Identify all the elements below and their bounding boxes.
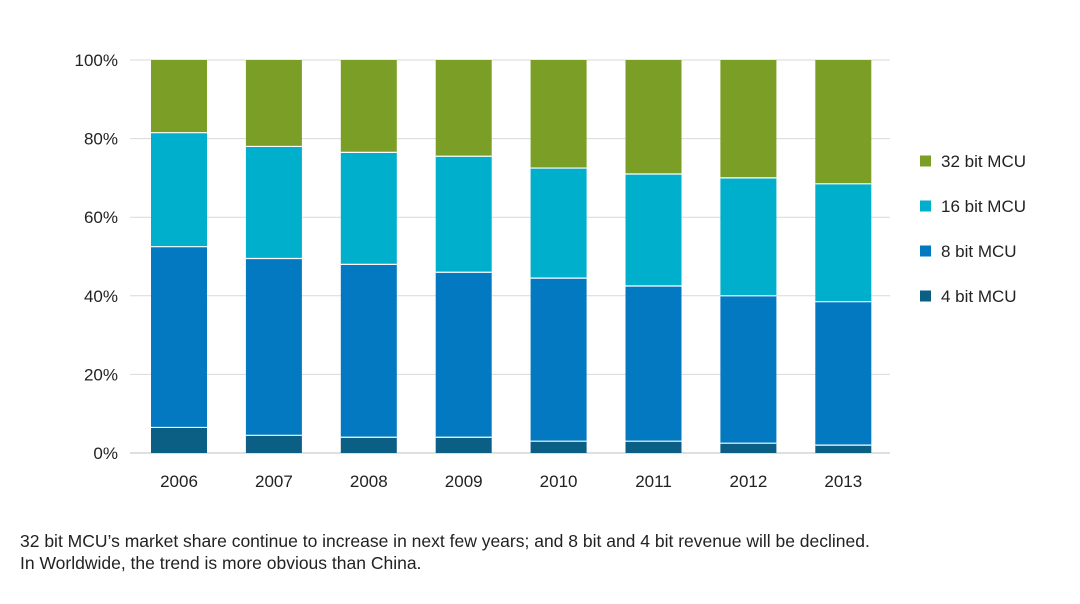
bar-segment-32-bit-mcu-2008 bbox=[340, 60, 397, 153]
bar-segment-16-bit-mcu-2008 bbox=[340, 152, 397, 265]
bar-segment-16-bit-mcu-2006 bbox=[151, 132, 207, 247]
legend-swatch bbox=[920, 290, 931, 302]
x-tick-label: 2008 bbox=[350, 472, 388, 491]
bar-segment-32-bit-mcu-2006 bbox=[151, 60, 207, 133]
legend-label: 16 bit MCU bbox=[941, 197, 1026, 216]
legend-swatch bbox=[920, 245, 931, 257]
y-tick-label: 80% bbox=[84, 130, 118, 149]
bar-segment-8-bit-mcu-2012 bbox=[720, 295, 777, 444]
bar-segment-16-bit-mcu-2012 bbox=[720, 177, 777, 296]
bar-segment-8-bit-mcu-2011 bbox=[625, 285, 682, 442]
y-tick-label: 40% bbox=[84, 287, 118, 306]
y-axis-tick-labels: 0% 20% 40% 60% 80% 100% bbox=[75, 51, 118, 463]
y-tick-label: 60% bbox=[84, 208, 118, 227]
bar-segment-32-bit-mcu-2011 bbox=[625, 60, 682, 174]
bar-segment-4-bit-mcu-2007 bbox=[245, 435, 302, 453]
bar-segment-16-bit-mcu-2010 bbox=[530, 168, 587, 279]
bar-segment-8-bit-mcu-2006 bbox=[151, 246, 207, 428]
stacked-bar-chart: 0%20%40%60%80%100% 2006 2007 2008 2009 2010 2… bbox=[75, 51, 1027, 491]
bar-segment-4-bit-mcu-2008 bbox=[340, 437, 397, 453]
bar-segment-32-bit-mcu-2010 bbox=[530, 60, 587, 169]
bar-segment-4-bit-mcu-2012 bbox=[720, 443, 777, 453]
bar-segment-16-bit-mcu-2007 bbox=[245, 146, 302, 259]
x-tick-label: 2013 bbox=[824, 472, 862, 491]
bar-segment-8-bit-mcu-2010 bbox=[530, 278, 587, 442]
x-tick-label: 2007 bbox=[255, 472, 293, 491]
caption-line-1: 32 bit MCU’s market share continue to in… bbox=[20, 531, 870, 551]
bar-segment-8-bit-mcu-2013 bbox=[815, 301, 872, 446]
bar-segment-4-bit-mcu-2010 bbox=[530, 441, 587, 453]
caption-line-2: In Worldwide, the trend is more obvious … bbox=[20, 553, 422, 573]
x-tick-label: 2006 bbox=[160, 472, 198, 491]
bar-segment-4-bit-mcu-2006 bbox=[151, 427, 207, 453]
y-tick-label: 0% bbox=[93, 444, 118, 463]
bar-segment-32-bit-mcu-2012 bbox=[720, 60, 777, 178]
bar-segment-4-bit-mcu-2009 bbox=[435, 437, 492, 453]
x-tick-label: 2009 bbox=[445, 472, 483, 491]
legend-label: 8 bit MCU bbox=[941, 242, 1017, 261]
bar-segment-8-bit-mcu-2009 bbox=[435, 272, 492, 438]
legend-swatch bbox=[920, 200, 931, 212]
bar-segment-32-bit-mcu-2009 bbox=[435, 60, 492, 157]
x-tick-label: 2010 bbox=[540, 472, 578, 491]
y-tick-label: 20% bbox=[84, 365, 118, 384]
bar-segment-4-bit-mcu-2011 bbox=[625, 441, 682, 453]
bars bbox=[151, 60, 872, 453]
chart-caption: 32 bit MCU’s market share continue to in… bbox=[20, 530, 1060, 574]
bar-segment-8-bit-mcu-2007 bbox=[245, 258, 302, 436]
bar-segment-32-bit-mcu-2007 bbox=[245, 60, 302, 147]
bar-segment-16-bit-mcu-2009 bbox=[435, 156, 492, 273]
legend-label: 32 bit MCU bbox=[941, 152, 1026, 171]
legend: 32 bit MCU 16 bit MCU 8 bit MCU 4 bit MCU bbox=[920, 152, 1026, 306]
legend-label: 4 bit MCU bbox=[941, 287, 1017, 306]
x-axis-tick-labels: 2006 2007 2008 2009 2010 2011 2012 2013 bbox=[160, 472, 862, 491]
y-tick-label: 100% bbox=[75, 51, 118, 70]
legend-swatch bbox=[920, 155, 931, 167]
bar-segment-4-bit-mcu-2013 bbox=[815, 445, 872, 453]
x-tick-label: 2012 bbox=[729, 472, 767, 491]
bar-segment-32-bit-mcu-2013 bbox=[815, 60, 872, 184]
bar-segment-16-bit-mcu-2013 bbox=[815, 183, 872, 302]
bar-segment-8-bit-mcu-2008 bbox=[340, 264, 397, 438]
bar-segment-16-bit-mcu-2011 bbox=[625, 173, 682, 286]
x-tick-label: 2011 bbox=[635, 472, 672, 491]
